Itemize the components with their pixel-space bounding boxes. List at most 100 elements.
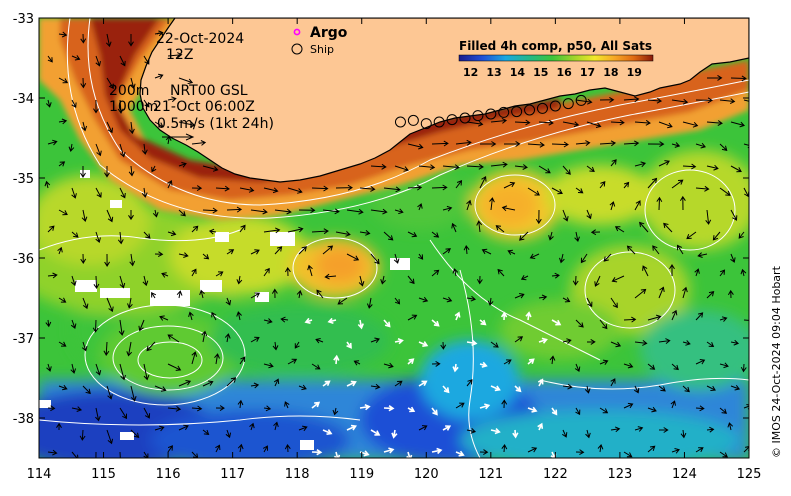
current-arrow xyxy=(634,161,647,168)
current-arrow xyxy=(128,165,135,177)
current-arrow xyxy=(490,341,499,348)
current-arrow xyxy=(322,208,340,215)
current-arrow xyxy=(359,404,371,411)
current-arrow xyxy=(466,428,477,434)
current-arrow xyxy=(538,165,551,174)
current-arrow xyxy=(146,341,156,352)
current-arrow xyxy=(706,341,715,348)
current-arrow xyxy=(383,319,391,328)
current-arrow xyxy=(106,297,114,313)
current-arrow xyxy=(727,422,734,431)
current-arrow xyxy=(610,119,625,126)
current-arrow xyxy=(418,380,428,387)
current-arrow xyxy=(70,319,77,329)
current-arrow xyxy=(407,314,418,321)
current-arrow xyxy=(623,316,637,323)
current-arrow xyxy=(656,196,663,211)
current-arrow xyxy=(609,201,616,211)
current-arrow xyxy=(383,405,395,412)
current-arrow xyxy=(71,99,77,109)
current-arrow xyxy=(393,253,400,264)
current-arrow xyxy=(45,319,52,328)
ship-position-marker xyxy=(446,114,458,126)
current-arrow xyxy=(118,319,125,336)
current-arrow xyxy=(671,363,679,371)
current-arrow xyxy=(623,181,630,189)
current-arrow xyxy=(58,31,68,38)
current-arrow xyxy=(93,275,100,290)
current-arrow xyxy=(575,98,593,105)
current-arrow xyxy=(671,448,680,454)
current-arrow xyxy=(383,447,395,454)
current-arrow xyxy=(167,406,182,412)
current-arrow xyxy=(287,358,298,365)
current-arrow xyxy=(575,449,585,456)
current-arrow xyxy=(47,272,58,279)
current-arrow xyxy=(647,314,662,321)
current-arrow xyxy=(346,424,357,431)
current-arrow xyxy=(538,337,548,344)
current-arrow xyxy=(599,319,608,330)
current-arrow xyxy=(45,99,52,108)
current-arrow xyxy=(154,385,167,392)
current-arrow xyxy=(610,297,618,309)
current-arrow xyxy=(370,253,380,265)
current-arrow xyxy=(151,292,157,299)
current-arrow xyxy=(442,296,453,303)
current-arrow xyxy=(594,275,601,287)
current-arrow xyxy=(191,268,197,277)
current-arrow xyxy=(178,121,196,128)
current-arrow xyxy=(706,290,715,299)
current-arrow xyxy=(103,341,110,356)
current-arrow xyxy=(562,338,572,344)
current-arrow xyxy=(597,443,604,453)
current-arrow xyxy=(167,52,183,58)
current-arrow xyxy=(370,383,381,390)
scale-arrow xyxy=(162,133,195,141)
current-arrow xyxy=(706,164,719,171)
y-tick-label: -37 xyxy=(13,332,34,347)
current-arrow xyxy=(311,401,321,409)
current-arrow xyxy=(719,451,728,458)
current-arrow xyxy=(167,334,180,343)
current-arrow xyxy=(215,271,224,277)
current-arrow xyxy=(274,246,283,255)
current-arrow xyxy=(610,378,616,387)
current-arrow xyxy=(634,385,640,394)
current-arrow xyxy=(503,181,516,189)
current-arrow xyxy=(44,180,51,189)
current-arrow xyxy=(562,297,571,303)
current-arrow xyxy=(658,121,673,129)
x-axis: 114 115 116 117 118 119 120 121 122 123 124 125 xyxy=(27,18,761,482)
current-arrow xyxy=(455,450,465,457)
current-arrow xyxy=(503,359,512,365)
current-arrow xyxy=(480,141,497,147)
current-arrow xyxy=(599,140,617,147)
current-arrow xyxy=(730,253,736,263)
current-arrow xyxy=(391,429,398,439)
ship-legend-label: Ship xyxy=(310,43,334,56)
current-arrow xyxy=(370,163,387,170)
current-arrow xyxy=(586,121,602,128)
current-arrow xyxy=(324,273,337,280)
ship-position-marker xyxy=(485,108,497,120)
current-arrow xyxy=(501,443,508,453)
current-arrow xyxy=(623,402,634,409)
current-arrow xyxy=(610,159,617,167)
current-arrow xyxy=(671,309,678,321)
current-arrow xyxy=(226,377,237,387)
current-arrow xyxy=(590,229,601,236)
current-arrow xyxy=(81,209,88,223)
map-date: 22-Oct-2024 xyxy=(156,31,244,47)
current-arrow xyxy=(154,30,164,37)
current-arrow xyxy=(706,385,716,391)
current-arrow xyxy=(167,96,177,103)
current-arrow xyxy=(202,380,214,387)
current-arrow xyxy=(538,119,554,126)
current-arrow xyxy=(695,97,713,104)
current-arrow xyxy=(623,96,640,103)
current-arrow xyxy=(296,289,303,299)
current-arrow xyxy=(201,330,208,343)
current-arrow xyxy=(476,220,483,233)
